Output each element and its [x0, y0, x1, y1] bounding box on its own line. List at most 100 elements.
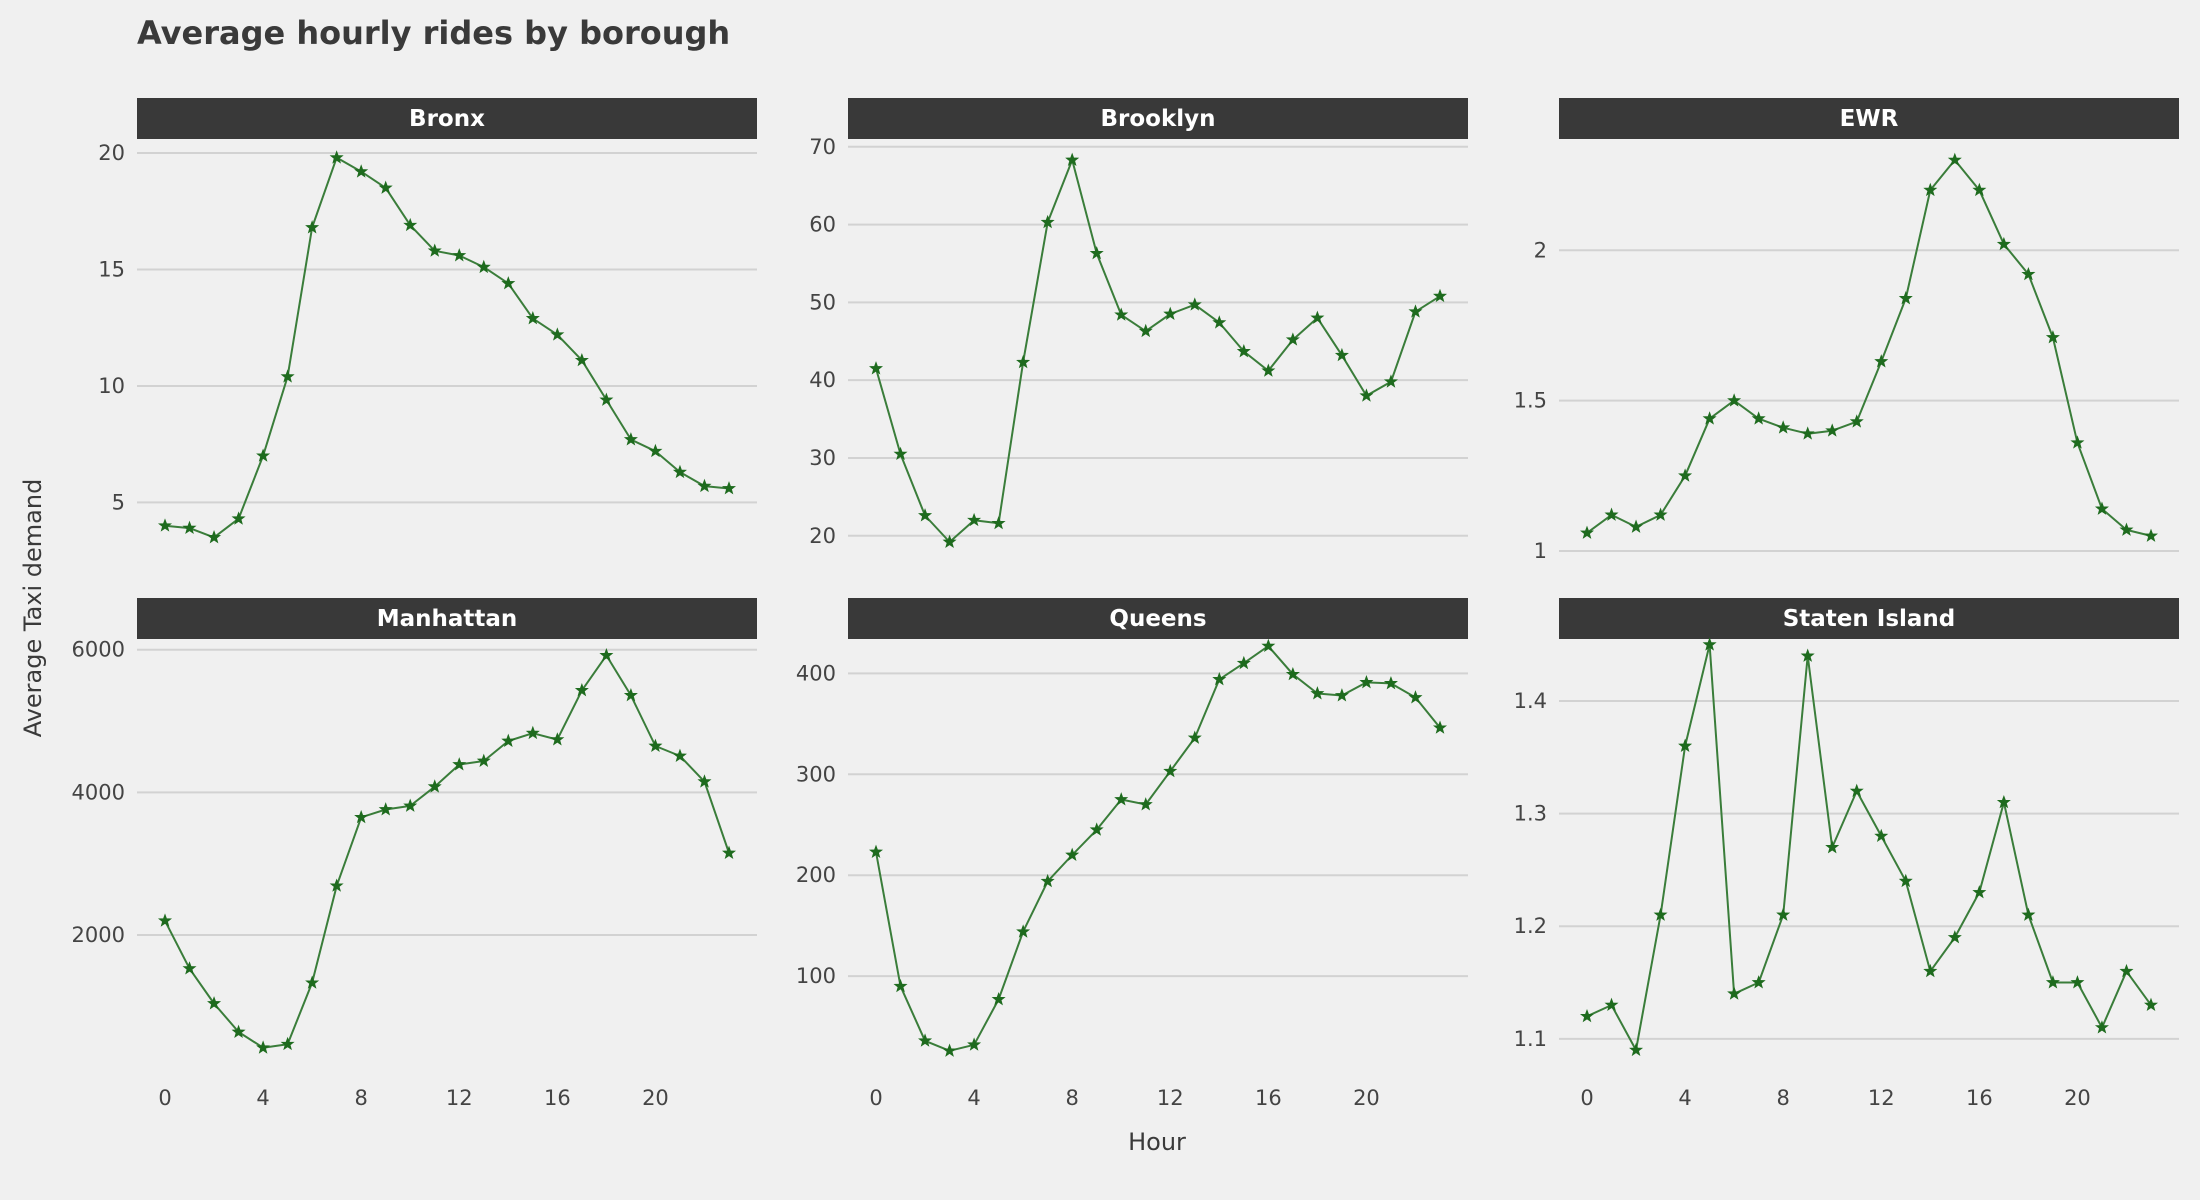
chart-title: Average hourly rides by borough [137, 14, 731, 52]
data-point [2143, 528, 2159, 542]
data-point [1334, 688, 1349, 702]
data-point [1604, 997, 1619, 1012]
y-tick-label: 4000 [72, 780, 125, 804]
data-point [1800, 426, 1815, 440]
data-point [280, 1036, 295, 1051]
x-tick-label: 0 [1580, 1086, 1593, 1110]
data-point [1285, 332, 1300, 346]
x-tick-label: 0 [158, 1086, 171, 1110]
data-point [1236, 344, 1251, 358]
data-point [721, 845, 737, 859]
data-point [207, 996, 222, 1010]
y-tick-label: 70 [809, 135, 836, 159]
data-point [942, 534, 957, 548]
data-point [1261, 363, 1276, 377]
y-tick-label: 20 [809, 524, 836, 548]
data-point [2070, 435, 2085, 449]
data-point [1874, 828, 1889, 843]
data-point [1187, 297, 1202, 311]
data-point [1408, 690, 1423, 704]
data-point [280, 369, 295, 383]
y-tick-label: 2 [1534, 238, 1547, 262]
data-point [403, 217, 418, 232]
x-tick-label: 20 [2064, 1086, 2091, 1110]
data-point [1678, 738, 1693, 752]
data-point [1825, 840, 1840, 854]
x-tick-label: 0 [869, 1086, 882, 1110]
data-point [501, 733, 516, 747]
data-point [991, 992, 1006, 1006]
data-point [893, 446, 908, 461]
data-point [305, 975, 320, 989]
data-point [1947, 930, 1962, 944]
x-tick-label: 16 [1255, 1086, 1282, 1110]
x-tick-label: 12 [1868, 1086, 1895, 1110]
data-point [354, 164, 369, 178]
y-tick-label: 20 [98, 141, 125, 165]
data-point [1432, 720, 1448, 734]
data-point [1923, 182, 1938, 197]
data-point [1065, 847, 1080, 861]
data-point [1114, 792, 1129, 806]
x-tick-label: 12 [446, 1086, 473, 1110]
data-point [868, 361, 884, 375]
data-point [1236, 655, 1251, 670]
y-tick-label: 1.3 [1514, 802, 1547, 826]
data-point [1898, 291, 1913, 305]
data-point [1579, 1008, 1595, 1023]
y-tick-label: 1.1 [1514, 1027, 1547, 1051]
panel-bronx: 5 10 15 20 [98, 141, 757, 544]
data-point [501, 276, 516, 290]
panel-strip-staten-island: Staten Island [1559, 598, 2179, 639]
x-tick-label: 8 [354, 1086, 367, 1110]
data-point [2094, 1020, 2109, 1034]
data-point [893, 978, 908, 993]
data-point [378, 802, 393, 816]
data-point [1727, 986, 1742, 1000]
data-point [1040, 873, 1055, 888]
data-point [329, 878, 344, 892]
data-point [1383, 676, 1398, 690]
data-point [1359, 675, 1374, 689]
x-tick-label: 8 [1776, 1086, 1789, 1110]
data-point [452, 248, 467, 262]
data-point [182, 520, 197, 535]
data-point [1334, 347, 1349, 362]
data-point [231, 511, 246, 525]
panel-ewr: 11.52 [1514, 152, 2179, 563]
data-point [1261, 638, 1276, 653]
data-point [329, 150, 344, 164]
data-point [1040, 214, 1055, 229]
y-tick-label: 6000 [72, 638, 125, 662]
data-point [1972, 885, 1987, 899]
data-point [2143, 997, 2159, 1012]
data-point [1702, 637, 1717, 651]
data-point [1383, 374, 1398, 388]
data-point [1359, 388, 1374, 402]
data-point [2070, 975, 2085, 989]
data-point [1285, 666, 1300, 681]
y-tick-label: 200 [796, 863, 836, 887]
y-tick-label: 1.4 [1514, 689, 1547, 713]
data-point [1776, 907, 1791, 921]
data-point [2045, 975, 2060, 989]
data-point [1138, 323, 1153, 338]
data-point [525, 725, 540, 740]
x-tick-label: 4 [967, 1086, 980, 1110]
data-point [1947, 152, 1962, 167]
y-tick-label: 5 [112, 490, 125, 514]
data-point [2045, 330, 2060, 344]
data-point [1849, 783, 1864, 798]
data-point [1678, 468, 1693, 482]
data-point [1089, 822, 1104, 836]
data-point [868, 844, 884, 858]
data-point [1874, 354, 1889, 368]
data-point [550, 732, 565, 746]
data-point [2119, 963, 2134, 978]
data-point [1016, 354, 1031, 369]
data-point [1579, 525, 1595, 539]
data-point [1800, 648, 1815, 662]
data-point [1604, 507, 1619, 521]
x-tick-label: 4 [1678, 1086, 1691, 1110]
series-line-ewr [1586, 159, 2152, 537]
